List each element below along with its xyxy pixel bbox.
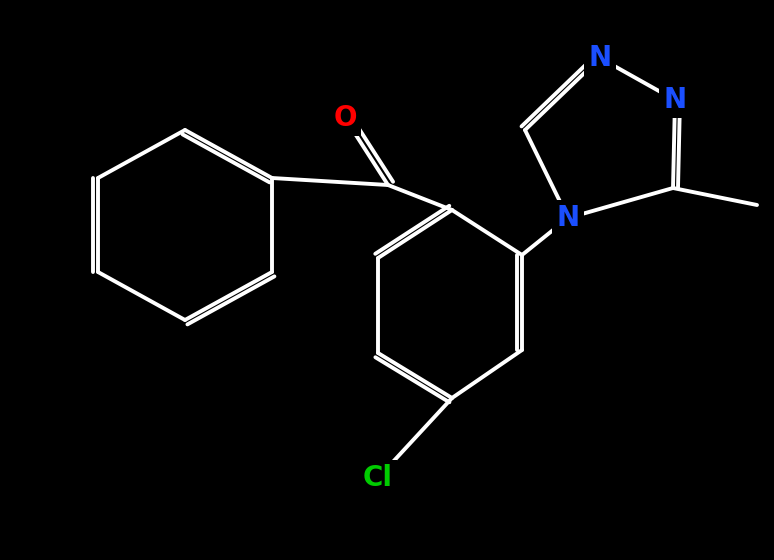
Text: N: N [663,86,687,114]
Text: Cl: Cl [363,464,393,492]
Text: N: N [588,44,611,72]
Text: N: N [557,204,580,232]
Text: O: O [334,104,357,132]
